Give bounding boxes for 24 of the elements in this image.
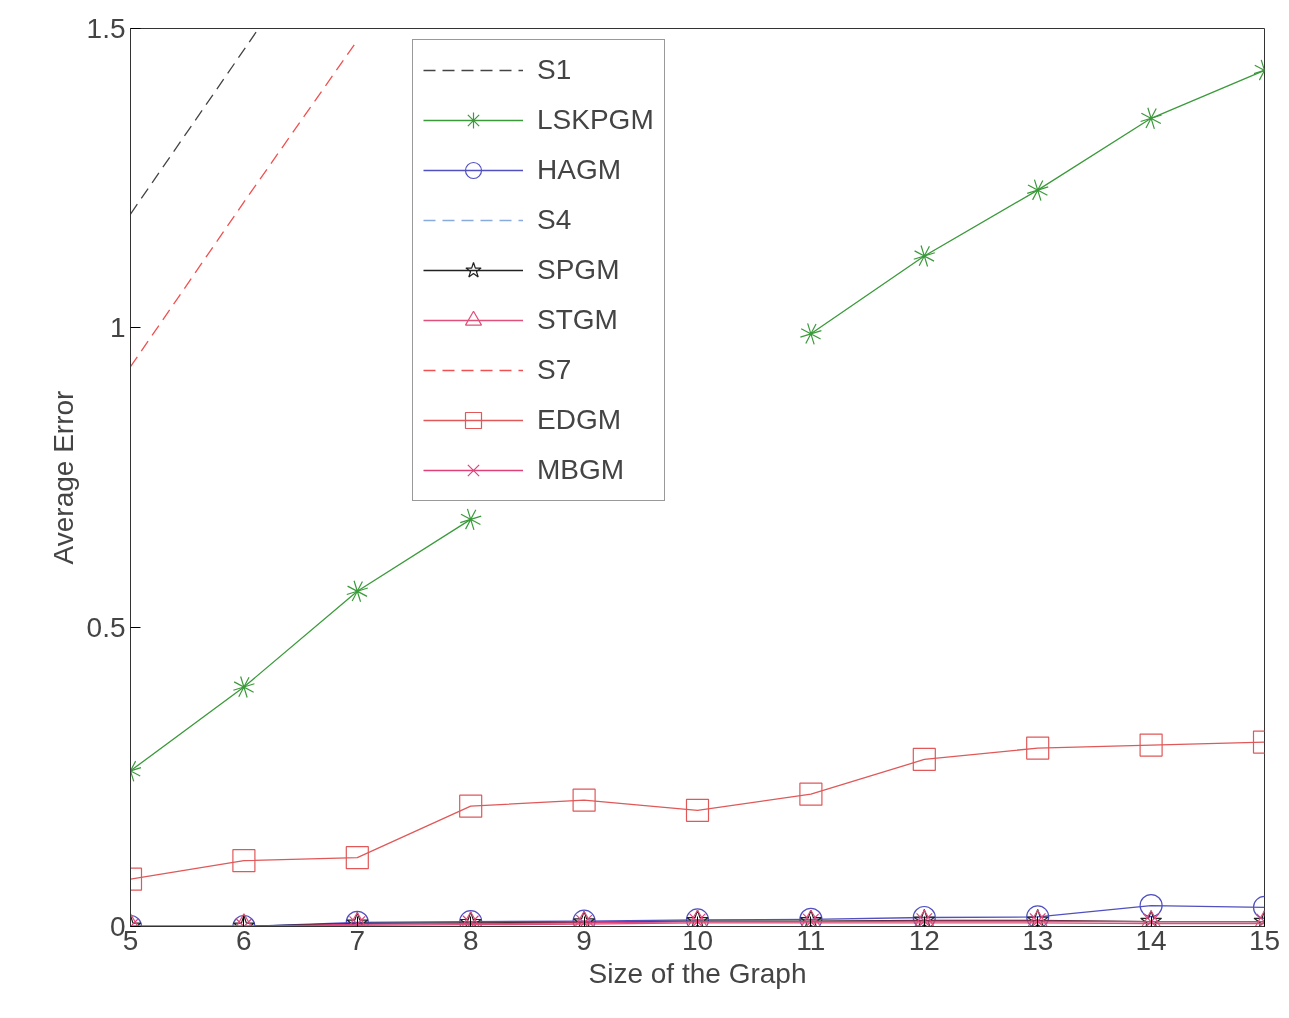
x-tick-label: 6 bbox=[236, 924, 252, 956]
y-tick-label: 1.5 bbox=[86, 13, 126, 44]
x-axis-title: Size of the Graph bbox=[588, 957, 807, 989]
y-axis-title: Average Error bbox=[47, 390, 79, 565]
legend-label: S4 bbox=[537, 204, 572, 236]
legend-label: STGM bbox=[537, 304, 618, 336]
x-tick-label: 13 bbox=[1022, 924, 1054, 956]
y-tick-label: 0.5 bbox=[86, 611, 126, 643]
x-tick-label: 12 bbox=[908, 924, 940, 956]
x-tick-label: 9 bbox=[576, 924, 592, 956]
legend-label: S7 bbox=[537, 354, 572, 386]
x-tick-label: 7 bbox=[349, 924, 366, 956]
legend-label: EDGM bbox=[537, 404, 621, 436]
x-tick-label: 8 bbox=[462, 924, 479, 956]
legend-label: S1 bbox=[537, 54, 572, 86]
x-tick-label: 10 bbox=[681, 924, 714, 956]
legend-label: SPGM bbox=[537, 254, 620, 286]
legend-label: MBGM bbox=[537, 454, 625, 486]
x-tick-label: 15 bbox=[1248, 924, 1281, 956]
x-tick-label: 11 bbox=[796, 924, 826, 956]
y-tick-label: 1 bbox=[109, 312, 126, 344]
legend-label: LSKPGM bbox=[537, 104, 654, 136]
legend-label: HAGM bbox=[537, 154, 621, 186]
x-tick-label: 14 bbox=[1135, 924, 1167, 956]
